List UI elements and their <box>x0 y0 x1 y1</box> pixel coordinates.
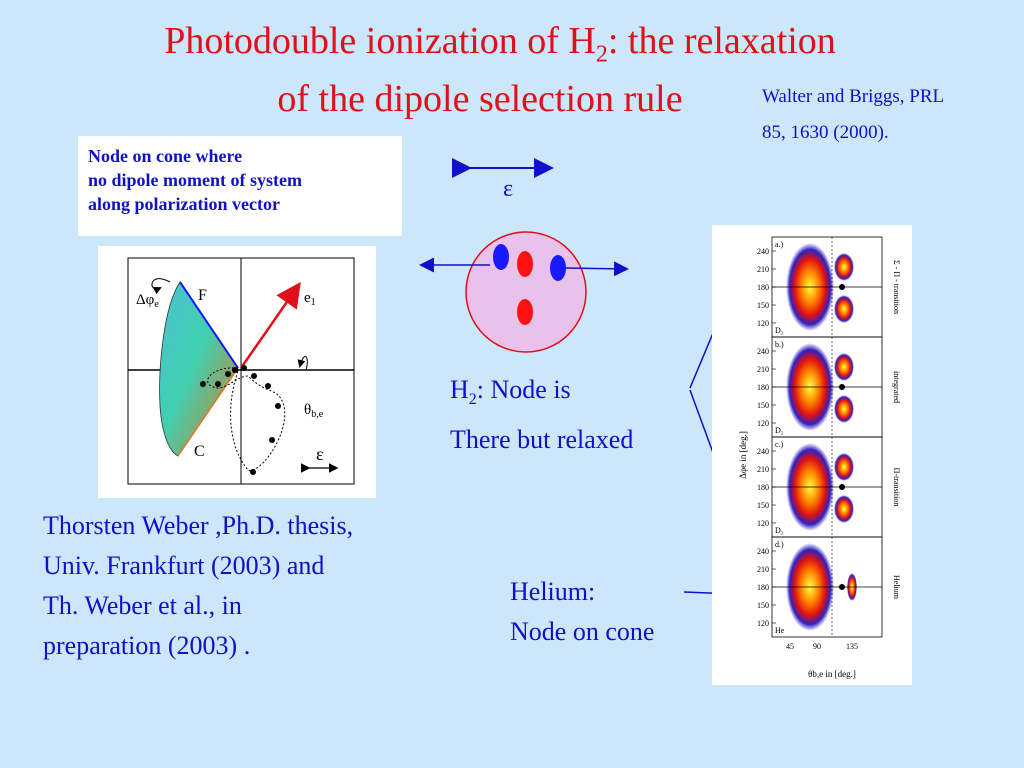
node-box-line: along polarization vector <box>88 194 280 214</box>
y-tick-label: 240 <box>757 347 769 356</box>
h2-note: H2: Node is There but relaxed <box>450 370 633 460</box>
helium-note-line: Helium: <box>510 577 596 606</box>
node-explanation-box: Node on cone where no dipole moment of s… <box>78 136 402 236</box>
panel-side-label: Π-transition <box>892 468 901 507</box>
reference-line1: Walter and Briggs, PRL <box>762 86 945 107</box>
y-tick-label: 150 <box>757 301 769 310</box>
h2-note-line2: There but relaxed <box>450 425 634 455</box>
y-tick-label: 180 <box>757 583 769 592</box>
heatmap-blob <box>834 353 854 381</box>
panel-tag: b.) <box>775 340 784 349</box>
heatmap-blob <box>834 495 854 523</box>
panel-foot: He <box>775 626 785 635</box>
y-tick-label: 180 <box>757 283 769 292</box>
proton-top <box>517 251 533 277</box>
distribution-figure-svg: 240 210 180 150 120 a.) D₂ Σ - Π - transition 24… <box>738 236 901 679</box>
helium-note: Helium: Node on cone <box>510 572 654 652</box>
electron-left <box>493 244 509 270</box>
x-tick-label: 90 <box>813 642 821 651</box>
panel-tag: c.) <box>775 440 784 449</box>
panel-foot: D₂ <box>775 526 784 535</box>
electron-right-arrow <box>565 261 629 277</box>
heatmap-blob <box>834 453 854 481</box>
slide-title-line2: of the dipole selection rule <box>277 78 683 120</box>
panel-side-label: integrated <box>892 371 901 403</box>
y-tick-label: 120 <box>757 419 769 428</box>
panel-foot: D₂ <box>775 426 784 435</box>
y-tick-label: 150 <box>757 601 769 610</box>
panel-side-label: Helium <box>892 575 901 600</box>
y-tick-label: 150 <box>757 401 769 410</box>
heatmap-blob <box>834 295 854 323</box>
label-theta: θb,e <box>304 402 324 420</box>
x-tick-label: 45 <box>786 642 794 651</box>
y-tick-label: 210 <box>757 465 769 474</box>
x-axis-label: θb,e in [deg.] <box>808 669 856 679</box>
heatmap-blob <box>834 253 854 281</box>
y-tick-label: 180 <box>757 383 769 392</box>
label-C: C <box>194 443 205 460</box>
credit-line: Thorsten Weber ,Ph.D. thesis, <box>43 511 354 540</box>
polarization-symbol: ε <box>503 176 513 202</box>
panel-tag: d.) <box>775 540 784 549</box>
y-tick-label: 210 <box>757 365 769 374</box>
credit-line: Univ. Frankfurt (2003) and <box>43 551 325 580</box>
credit-line: preparation (2003) . <box>43 631 251 660</box>
credit-line: Th. Weber et al., in <box>43 591 242 620</box>
y-tick-label: 120 <box>757 319 769 328</box>
y-tick-label: 240 <box>757 547 769 556</box>
molecule-sphere <box>465 231 587 353</box>
cone-figure-svg: F C e1 Δφe θb,e ε <box>127 257 355 485</box>
proton-bottom <box>517 299 533 325</box>
heatmap-blob <box>834 395 854 423</box>
y-tick-label: 240 <box>757 247 769 256</box>
distribution-figure: 240 210 180 150 120 a.) D₂ Σ - Π - transition 24… <box>712 225 912 685</box>
y-tick-label: 120 <box>757 519 769 528</box>
h2-note-line1: H2: Node is <box>450 375 571 409</box>
label-epsilon: ε <box>316 444 324 464</box>
y-axis-label: Δφe in [deg.] <box>738 431 748 479</box>
node-box-line: no dipole moment of system <box>88 170 302 190</box>
y-tick-label: 210 <box>757 565 769 574</box>
credit-text: Thorsten Weber ,Ph.D. thesis, Univ. Fran… <box>43 506 353 666</box>
label-F: F <box>198 287 207 304</box>
node-box-line: Node on cone where <box>88 146 243 166</box>
x-tick-label: 135 <box>846 642 858 651</box>
label-dphi: Δφe <box>136 292 159 310</box>
cone-shape <box>159 281 239 457</box>
y-tick-label: 150 <box>757 501 769 510</box>
panel-side-label: Σ - Π - transition <box>892 260 901 314</box>
slide-title-line1: Photodouble ionization of H2: the relaxa… <box>164 20 836 68</box>
y-tick-label: 240 <box>757 447 769 456</box>
panel-tag: a.) <box>775 240 784 249</box>
cone-figure: F C e1 Δφe θb,e ε <box>98 246 376 498</box>
panel-foot: D₂ <box>775 326 784 335</box>
label-e1: e1 <box>304 290 316 308</box>
y-tick-label: 180 <box>757 483 769 492</box>
helium-note-line: Node on cone <box>510 617 655 646</box>
y-tick-label: 120 <box>757 619 769 628</box>
electron-right <box>550 255 566 281</box>
e1-vector <box>239 281 301 369</box>
y-tick-label: 210 <box>757 265 769 274</box>
reference-line2: 85, 1630 (2000). <box>762 122 889 143</box>
